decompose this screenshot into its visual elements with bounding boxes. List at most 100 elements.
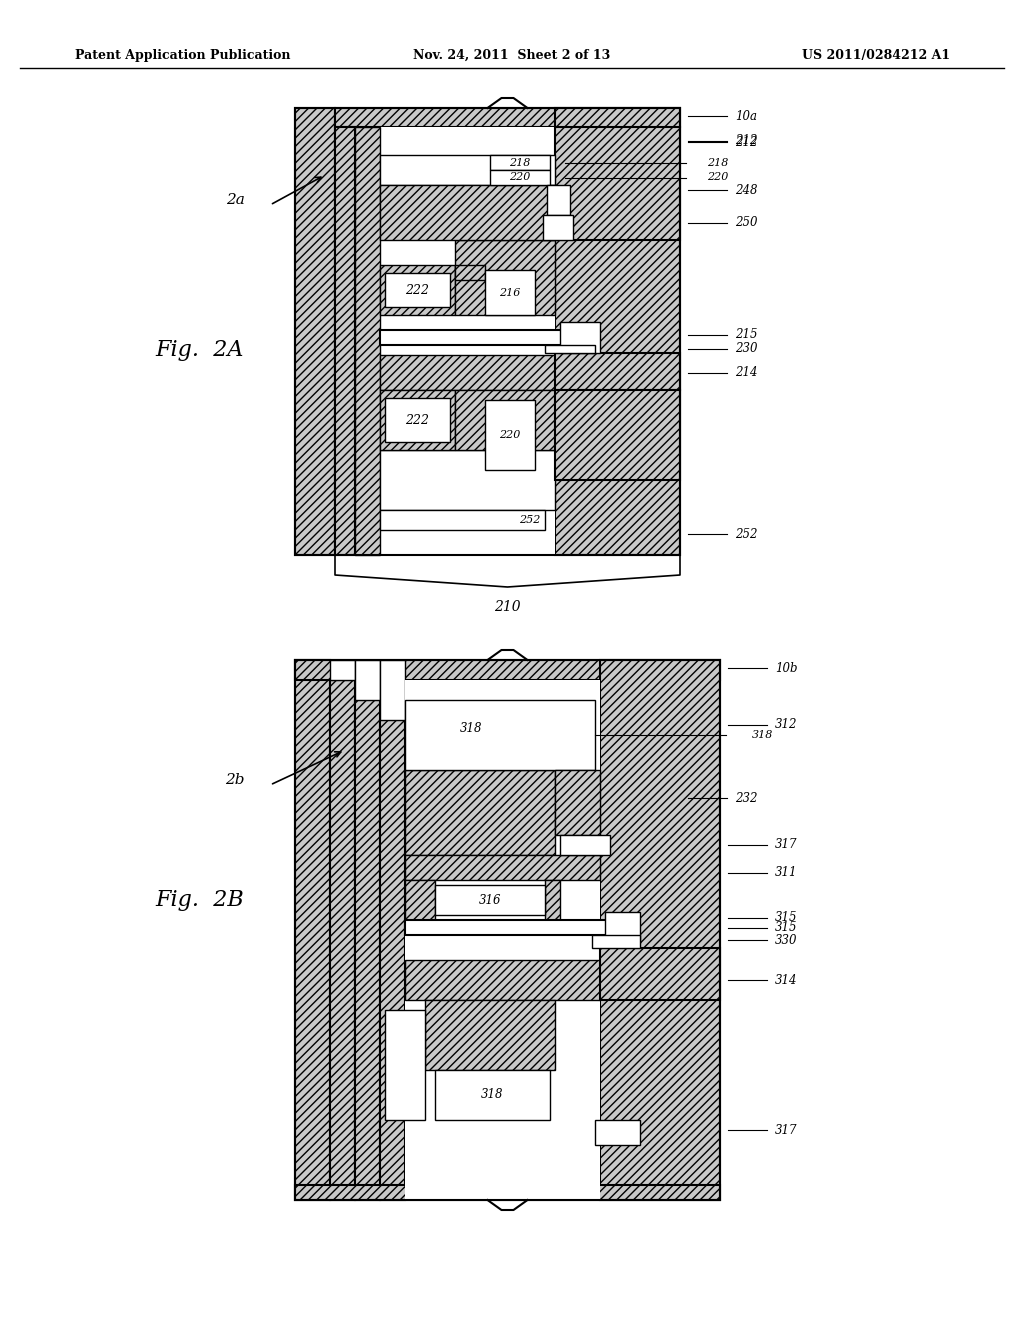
Bar (295, 108, 680, 554)
Bar (380, 719, 406, 1200)
Text: 248: 248 (735, 183, 758, 197)
Bar (485, 400, 535, 470)
Text: 318: 318 (752, 730, 773, 741)
Bar (335, 127, 355, 554)
Text: 250: 250 (735, 216, 758, 230)
Bar (295, 660, 330, 1200)
Text: 216: 216 (500, 288, 520, 297)
Bar (605, 912, 640, 942)
Bar (455, 389, 555, 450)
Bar (380, 510, 545, 531)
Text: 210: 210 (495, 601, 521, 614)
Text: 10a: 10a (735, 110, 757, 123)
Bar (555, 770, 600, 836)
Text: 316: 316 (479, 894, 502, 907)
Bar (380, 355, 555, 389)
Bar (555, 389, 680, 480)
Bar (380, 265, 455, 315)
Text: 218: 218 (707, 157, 728, 168)
Text: 317: 317 (775, 1123, 798, 1137)
Text: Fig.  2A: Fig. 2A (155, 339, 244, 360)
Text: 222: 222 (406, 413, 429, 426)
Bar (385, 1010, 425, 1119)
Bar (435, 884, 545, 915)
Bar (380, 154, 555, 185)
Bar (406, 700, 595, 770)
Text: 10b: 10b (775, 661, 798, 675)
Text: 315: 315 (775, 911, 798, 924)
Bar (600, 948, 720, 1001)
Text: 252: 252 (519, 515, 541, 525)
Bar (385, 273, 450, 308)
Bar (380, 185, 555, 240)
Bar (592, 935, 640, 948)
Bar (545, 345, 595, 352)
Text: 212: 212 (735, 135, 758, 148)
Text: 230: 230 (735, 342, 758, 355)
Bar (560, 322, 600, 352)
Text: 312: 312 (775, 718, 798, 731)
Bar (406, 855, 600, 880)
Bar (485, 271, 535, 315)
Text: 222: 222 (406, 284, 429, 297)
Text: 314: 314 (775, 974, 798, 986)
Bar (406, 960, 600, 1001)
Text: 311: 311 (775, 866, 798, 879)
Bar (380, 389, 455, 450)
Bar (355, 127, 555, 554)
Bar (295, 660, 720, 680)
Text: Patent Application Publication: Patent Application Publication (75, 49, 291, 62)
Text: 220: 220 (500, 430, 520, 440)
Bar (295, 108, 335, 554)
Text: 330: 330 (775, 933, 798, 946)
Bar (543, 215, 573, 240)
Bar (555, 108, 680, 554)
Text: 212: 212 (735, 136, 758, 149)
Bar (490, 154, 550, 170)
Text: 214: 214 (735, 366, 758, 379)
Bar (600, 660, 720, 1200)
Text: US 2011/0284212 A1: US 2011/0284212 A1 (802, 49, 950, 62)
Text: Fig.  2B: Fig. 2B (155, 888, 244, 911)
Bar (295, 660, 720, 1200)
Bar (545, 880, 560, 920)
Bar (435, 1071, 550, 1119)
Bar (555, 127, 680, 240)
Bar (595, 1119, 640, 1144)
Bar (355, 127, 380, 554)
Bar (406, 880, 435, 920)
Bar (385, 399, 450, 442)
Bar (560, 836, 610, 855)
Text: 318: 318 (481, 1089, 504, 1101)
Bar (355, 700, 380, 1200)
Bar (547, 185, 570, 215)
Text: 2a: 2a (226, 193, 245, 207)
Text: 232: 232 (735, 792, 758, 804)
Bar (406, 920, 620, 935)
Bar (490, 170, 550, 185)
Text: 220: 220 (707, 173, 728, 182)
Bar (425, 1001, 555, 1071)
Bar (406, 680, 600, 1200)
Bar (330, 680, 355, 1200)
Text: 317: 317 (775, 838, 798, 851)
Bar (335, 108, 680, 127)
Text: 218: 218 (509, 157, 530, 168)
Text: Nov. 24, 2011  Sheet 2 of 13: Nov. 24, 2011 Sheet 2 of 13 (414, 49, 610, 62)
Text: 220: 220 (509, 173, 530, 182)
Text: 252: 252 (735, 528, 758, 540)
Bar (295, 1185, 720, 1200)
Bar (330, 660, 355, 680)
Text: 315: 315 (775, 921, 798, 935)
Bar (555, 352, 680, 389)
Text: 2b: 2b (225, 774, 245, 787)
Bar (380, 450, 555, 510)
Text: 215: 215 (735, 329, 758, 342)
Bar (455, 240, 555, 315)
Bar (455, 265, 485, 280)
Bar (355, 660, 380, 700)
Bar (406, 770, 555, 855)
Text: 318: 318 (460, 722, 482, 734)
Bar (380, 330, 575, 345)
Bar (380, 660, 406, 719)
